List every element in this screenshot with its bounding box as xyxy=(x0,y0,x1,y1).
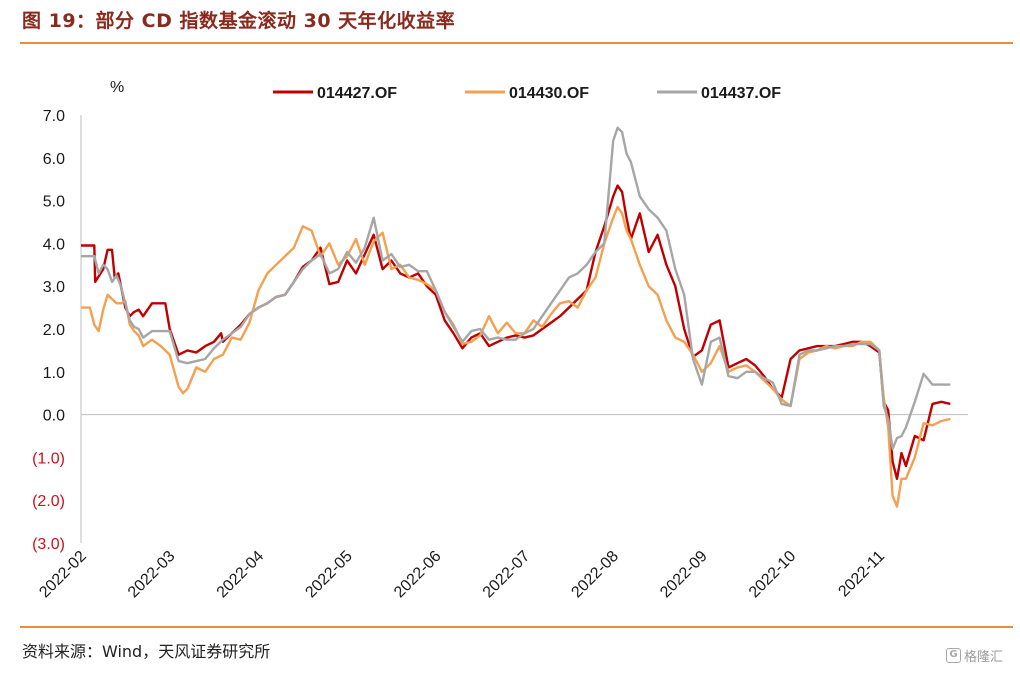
y-tick-label: 5.0 xyxy=(43,194,65,211)
y-tick-label: 7.0 xyxy=(43,108,65,125)
y-tick-label: (2.0) xyxy=(32,493,65,510)
x-tick-label: 2022-04 xyxy=(214,548,268,602)
legend-label: 014430.OF xyxy=(509,85,589,102)
x-tick-label: 2022-08 xyxy=(568,548,622,602)
watermark-text: 格隆汇 xyxy=(964,650,1004,665)
x-tick-label: 2022-09 xyxy=(657,548,711,602)
title-divider xyxy=(20,42,1013,44)
x-tick-label: 2022-05 xyxy=(302,548,356,602)
x-axis: 2022-02 2022-03 2022-04 2022-05 2022-06 2022-… xyxy=(36,414,968,602)
x-tick-label: 2022-02 xyxy=(36,548,90,602)
footer-divider xyxy=(20,626,1013,628)
y-tick-label: (1.0) xyxy=(32,450,65,467)
watermark-logo-icon: G xyxy=(946,648,961,663)
legend-label: 014437.OF xyxy=(701,85,781,102)
figure-title: 图 19：部分 CD 指数基金滚动 30 天年化收益率 xyxy=(22,10,456,32)
y-tick-label: 1.0 xyxy=(43,365,65,382)
legend: 014427.OF 014430.OF 014437.OF xyxy=(273,85,781,102)
series-line-014437.OF xyxy=(81,126,951,450)
y-tick-label: 4.0 xyxy=(43,236,65,253)
y-unit-label: % xyxy=(110,79,124,96)
x-tick-label: 2022-10 xyxy=(746,548,800,602)
y-axis: 7.0 6.0 5.0 4.0 3.0 2.0 1.0 0.0 (1.0) (2.0) (3.0) xyxy=(32,108,82,553)
x-tick-label: 2022-06 xyxy=(391,548,445,602)
x-tick-label: 2022-07 xyxy=(480,548,534,602)
watermark: G 格隆汇 xyxy=(946,646,1003,665)
y-tick-label: 6.0 xyxy=(43,151,65,168)
y-tick-label: 2.0 xyxy=(43,322,65,339)
series-group xyxy=(81,126,951,508)
line-chart: 014427.OF 014430.OF 014437.OF % 7.0 6.0 5.0 4… xyxy=(32,79,968,602)
y-tick-label: 0.0 xyxy=(43,408,65,425)
source-note: 资料来源：Wind，天风证券研究所 xyxy=(22,642,271,661)
x-tick-label: 2022-03 xyxy=(125,548,179,602)
legend-label: 014427.OF xyxy=(317,85,397,102)
x-tick-label: 2022-11 xyxy=(835,548,888,601)
y-tick-label: (3.0) xyxy=(32,536,65,553)
y-tick-label: 3.0 xyxy=(43,279,65,296)
series-line-014430.OF xyxy=(81,205,951,508)
